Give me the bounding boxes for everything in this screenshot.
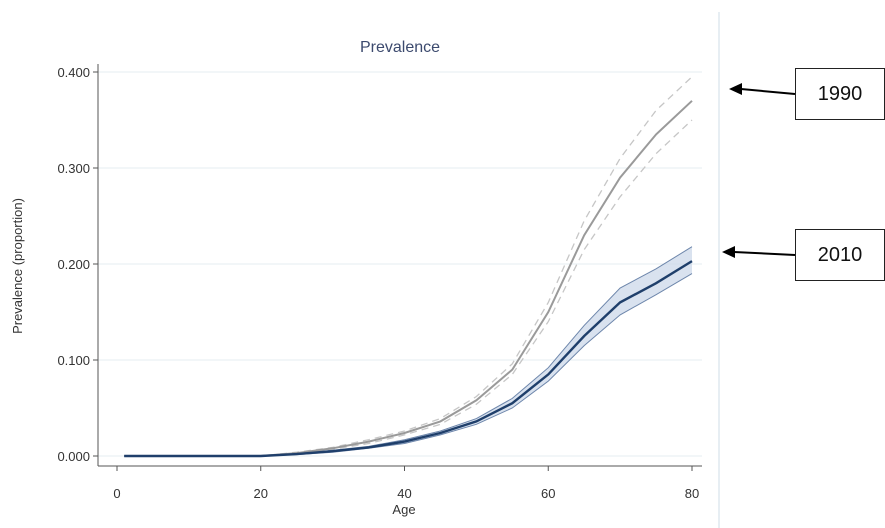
y-axis-title: Prevalence (proportion) (10, 198, 25, 334)
arrow-2010-head (722, 246, 735, 258)
chart-title: Prevalence (360, 39, 440, 56)
x-tick-label: 60 (541, 486, 555, 501)
x-tick-label: 40 (397, 486, 411, 501)
y-tick-label: 0.400 (57, 65, 90, 80)
y-tick-label: 0.000 (57, 449, 90, 464)
callout-2010: 2010 (795, 229, 885, 281)
line-2010 (124, 260, 693, 458)
tick-labels: 0.000 0.100 0.200 0.300 0.400 0 20 40 60 80 (57, 65, 699, 501)
y-tick-label: 0.200 (57, 257, 90, 272)
upper-1990 (124, 76, 693, 457)
callout-1990: 1990 (795, 68, 885, 120)
x-axis-title: Age (392, 502, 415, 517)
callout-arrows (722, 83, 796, 258)
grid (98, 64, 702, 466)
series-lines (124, 100, 693, 458)
lower-1990 (124, 119, 693, 457)
y-tick-label: 0.300 (57, 161, 90, 176)
arrow-1990-head (729, 83, 742, 95)
axes (93, 64, 702, 471)
arrow-1990-shaft (740, 88, 796, 95)
arrow-2010-shaft (733, 251, 796, 256)
line-1990 (124, 100, 693, 457)
x-tick-label: 20 (254, 486, 268, 501)
x-tick-label: 0 (113, 486, 120, 501)
y-tick-label: 0.100 (57, 353, 90, 368)
plot-area (98, 64, 702, 466)
x-tick-label: 80 (685, 486, 699, 501)
